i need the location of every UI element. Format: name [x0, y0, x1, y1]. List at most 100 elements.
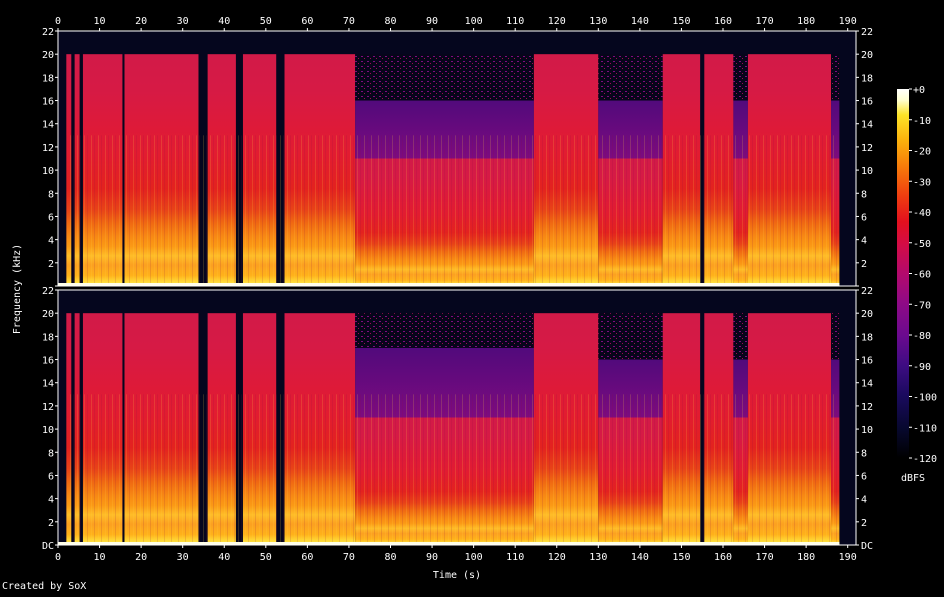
panel-frame [57, 289, 857, 546]
sparse-highband-region [355, 313, 534, 348]
y-tick-label: 16 [42, 356, 54, 367]
x-tick-label: 110 [506, 16, 524, 27]
colorbar-tick-label: -60 [913, 270, 931, 281]
y-tick-label: 22 [42, 286, 54, 297]
x-tick-label: 20 [135, 16, 147, 27]
colorbar-tick-label: +0 [913, 85, 925, 96]
x-tick-label: 160 [714, 16, 732, 27]
x-tick-label: 10 [94, 16, 106, 27]
sparse-highband-region [598, 313, 663, 360]
x-tick-label: 10 [94, 552, 106, 563]
spectrogram-channel-2 [57, 289, 857, 546]
y-tick-label: 4 [48, 495, 54, 506]
spectrogram-channel-1 [57, 30, 857, 287]
y-axis-label: Frequency (kHz) [12, 244, 23, 334]
y-tick-label: 8 [861, 189, 867, 200]
y-tick-label: 18 [42, 332, 54, 343]
sparse-highband-region [831, 313, 840, 360]
y-tick-label: 6 [861, 471, 867, 482]
x-tick-label: 170 [756, 552, 774, 563]
y-tick-label: 20 [42, 50, 54, 61]
x-tick-label: 140 [631, 16, 649, 27]
x-tick-label: 150 [672, 552, 690, 563]
y-tick-label: 2 [48, 518, 54, 529]
x-tick-label: 80 [384, 552, 396, 563]
y-tick-label: 2 [861, 518, 867, 529]
x-tick-label: 190 [839, 552, 857, 563]
y-tick-label: 10 [861, 166, 873, 177]
x-tick-label: 70 [343, 552, 355, 563]
y-tick-label: 2 [48, 259, 54, 270]
dc-line [58, 283, 840, 286]
x-tick-label: 180 [797, 552, 815, 563]
x-tick-label: 0 [55, 552, 61, 563]
colorbar-tick-label: -80 [913, 331, 931, 342]
y-tick-label: 20 [861, 50, 873, 61]
x-tick-label: 60 [301, 552, 313, 563]
x-tick-label: 130 [589, 552, 607, 563]
colorbar-tick-label: -110 [913, 423, 937, 434]
y-tick-label: 20 [42, 309, 54, 320]
x-tick-label: 20 [135, 552, 147, 563]
x-tick-label: 160 [714, 552, 732, 563]
y-tick-label: 12 [861, 143, 873, 154]
colorbar-label: dBFS [901, 473, 925, 484]
y-tick-label: 10 [42, 166, 54, 177]
x-tick-label: 140 [631, 552, 649, 563]
x-axis-label: Time (s) [433, 570, 481, 581]
x-tick-label: 100 [465, 552, 483, 563]
y-tick-label: 12 [42, 402, 54, 413]
sparse-highband-region [831, 54, 840, 101]
x-tick-label: 50 [260, 16, 272, 27]
colorbar-tick-label: -50 [913, 239, 931, 250]
x-tick-label: 180 [797, 16, 815, 27]
colorbar-tick-label: -20 [913, 147, 931, 158]
y-tick-label: 18 [42, 73, 54, 84]
colorbar-tick-label: -30 [913, 177, 931, 188]
y-tick-label: 22 [861, 286, 873, 297]
y-tick-label: 14 [42, 379, 54, 390]
x-tick-label: 120 [548, 16, 566, 27]
dc-line [58, 542, 840, 545]
colorbar: +0 -10 -20 -30 -40 -50 -60 -70 -80 -90 -100 -110 -12… [897, 85, 937, 484]
x-tick-label: 190 [839, 16, 857, 27]
colorbar-gradient [897, 89, 909, 458]
y-tick-label: 2 [861, 259, 867, 270]
x-tick-label: 90 [426, 16, 438, 27]
x-tick-label: 110 [506, 552, 524, 563]
y-tick-label: 14 [42, 120, 54, 131]
colorbar-tick-label: -70 [913, 300, 931, 311]
y-tick-label: 8 [48, 189, 54, 200]
y-tick-label: 14 [861, 120, 873, 131]
y-tick-label: 18 [861, 73, 873, 84]
y-tick-label: 6 [48, 471, 54, 482]
credit-text: Created by SoX [2, 581, 86, 592]
y-tick-label: 16 [861, 356, 873, 367]
colorbar-tick-label: -40 [913, 208, 931, 219]
y-tick-label: 16 [42, 97, 54, 108]
transient-texture [66, 394, 840, 545]
y-tick-label: 6 [48, 212, 54, 223]
x-tick-label: 30 [177, 16, 189, 27]
x-tick-label: 0 [55, 16, 61, 27]
sparse-highband-region [733, 54, 748, 101]
y-tick-label: 10 [42, 425, 54, 436]
y-tick-label: 18 [861, 332, 873, 343]
y-tick-label: 4 [48, 236, 54, 247]
y-tick-label: 12 [861, 402, 873, 413]
sparse-highband-region [598, 54, 663, 101]
x-tick-label: 120 [548, 552, 566, 563]
sparse-highband-region [355, 54, 534, 101]
sparse-highband-region [733, 313, 748, 360]
x-tick-label: 150 [672, 16, 690, 27]
y-tick-label: 8 [48, 448, 54, 459]
colorbar-tick-label: -100 [913, 393, 937, 404]
x-tick-label: 60 [301, 16, 313, 27]
x-tick-label: 130 [589, 16, 607, 27]
x-tick-label: 80 [384, 16, 396, 27]
y-tick-label: DC [42, 541, 54, 552]
y-tick-label: 12 [42, 143, 54, 154]
colorbar-tick-label: -90 [913, 362, 931, 373]
